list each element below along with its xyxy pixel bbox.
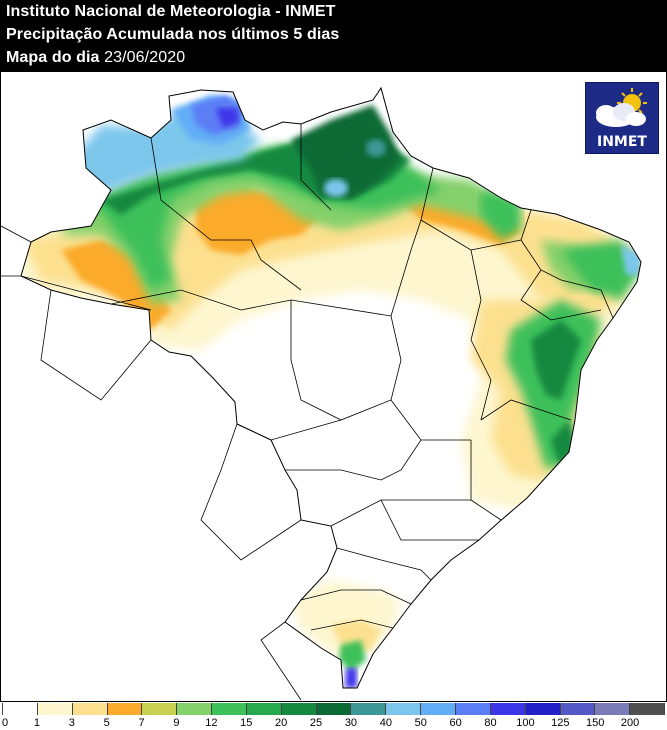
header-date-label: Mapa do dia bbox=[6, 49, 100, 66]
legend-swatch bbox=[351, 703, 387, 715]
legend-swatch bbox=[490, 703, 526, 715]
legend-tick-label: 5 bbox=[103, 717, 110, 729]
legend-swatch bbox=[37, 703, 73, 715]
map-header: Instituto Nacional de Meteorologia - INM… bbox=[0, 0, 667, 72]
legend-swatch bbox=[525, 703, 561, 715]
header-date-value: 23/06/2020 bbox=[104, 49, 186, 66]
legend-swatch bbox=[595, 703, 631, 715]
legend-tick-label: 20 bbox=[275, 717, 288, 729]
header-date-line: Mapa do dia 23/06/2020 bbox=[6, 49, 185, 67]
precipitation-legend: 0 1 3 5 7 9 12 15 20 25 30 40 50 60 80 100 125 150 200 bbox=[0, 702, 667, 730]
legend-swatch bbox=[107, 703, 143, 715]
legend-swatch bbox=[2, 703, 38, 715]
map-frame bbox=[0, 72, 667, 702]
legend-swatch bbox=[421, 703, 456, 715]
legend-tick-label: 80 bbox=[484, 717, 497, 729]
header-institution: Instituto Nacional de Meteorologia - INM… bbox=[6, 3, 336, 20]
legend-tick-label: 25 bbox=[309, 717, 323, 729]
legend-tick-label: 12 bbox=[205, 717, 218, 729]
legend-tick-label: 200 bbox=[620, 717, 640, 729]
legend-swatch bbox=[386, 703, 422, 715]
legend-swatch bbox=[142, 703, 178, 715]
precipitation-map bbox=[1, 86, 642, 701]
legend-tick-label: 40 bbox=[379, 717, 392, 729]
legend-swatch bbox=[281, 703, 317, 715]
legend-swatch bbox=[630, 703, 666, 715]
legend-tick-label: 3 bbox=[68, 717, 75, 729]
legend-tick-label: 30 bbox=[344, 717, 358, 729]
neighbor-borders bbox=[1, 225, 302, 701]
logo-text: INMET bbox=[597, 134, 647, 150]
legend-swatch bbox=[246, 703, 282, 715]
legend-swatch bbox=[316, 703, 352, 715]
sun-cloud-icon bbox=[596, 88, 647, 127]
state-borders bbox=[20, 124, 614, 631]
inmet-logo: INMET bbox=[585, 82, 659, 154]
legend-tick-label: 50 bbox=[414, 717, 427, 729]
legend-color-bar bbox=[2, 703, 666, 715]
legend-swatch bbox=[72, 703, 108, 715]
legend-tick-label: 0 bbox=[1, 717, 9, 729]
legend-tick-label: 125 bbox=[551, 717, 570, 729]
legend-tick-label: 100 bbox=[516, 717, 535, 729]
legend-tick-label: 150 bbox=[586, 717, 605, 729]
legend-swatch bbox=[212, 703, 247, 715]
legend-tick-label: 15 bbox=[240, 717, 253, 729]
legend-swatch bbox=[455, 703, 491, 715]
legend-tick-label: 9 bbox=[173, 717, 180, 729]
rainfall-shading bbox=[21, 95, 641, 688]
legend-tick-label: 60 bbox=[449, 717, 462, 729]
legend-swatch bbox=[177, 703, 213, 715]
legend-swatch bbox=[560, 703, 596, 715]
legend-tick-label: 1 bbox=[33, 717, 40, 729]
legend-tick-label: 7 bbox=[138, 717, 145, 729]
header-product-title: Precipitação Acumulada nos últimos 5 dia… bbox=[6, 26, 340, 43]
